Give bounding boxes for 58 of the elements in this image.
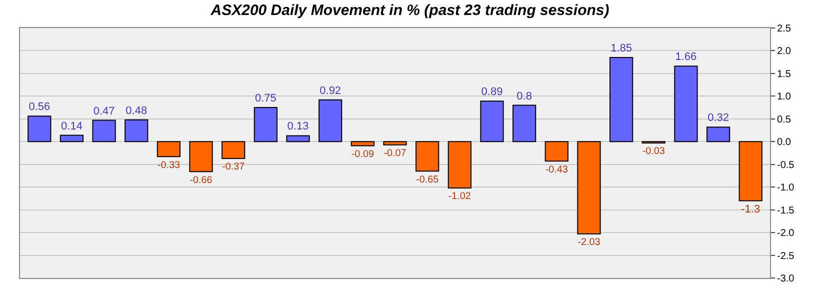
y-tick-label: 2.0 [777, 46, 792, 58]
bar [544, 141, 568, 162]
data-label: -0.37 [222, 162, 246, 173]
y-tick-label: 2.5 [777, 24, 792, 34]
data-label: 1.66 [675, 51, 697, 64]
bar [124, 119, 148, 142]
data-label: 0.14 [61, 120, 82, 132]
bar [383, 141, 407, 146]
data-label: -0.65 [416, 174, 440, 186]
chart-title: ASX200 Daily Movement in % (past 23 trading sessions) [210, 2, 610, 19]
y-tick-label: -2.0 [777, 228, 795, 240]
bar [738, 141, 762, 202]
bar [706, 126, 730, 142]
bar [28, 116, 52, 142]
data-label: 0.56 [28, 101, 50, 114]
bar [156, 141, 181, 158]
bar [448, 141, 472, 188]
data-label: -0.33 [157, 160, 180, 171]
data-label: -2.03 [578, 237, 601, 248]
bar [609, 57, 634, 142]
bar [254, 107, 278, 142]
bar [674, 66, 698, 142]
data-label: -0.43 [545, 164, 568, 176]
data-label: -0.66 [190, 174, 213, 186]
bar [222, 141, 246, 159]
data-label: -0.09 [351, 148, 374, 160]
y-tick-label: -1.5 [777, 205, 795, 216]
data-label: 0.8 [516, 90, 532, 102]
data-label: 0.75 [254, 92, 276, 105]
data-label: 0.32 [708, 112, 729, 124]
bar [480, 100, 504, 142]
bar [512, 104, 536, 142]
y-tick-label: -2.5 [777, 250, 795, 262]
data-label: 0.89 [481, 86, 503, 98]
bar [577, 141, 601, 234]
y-tick-label: 0.5 [777, 114, 792, 126]
bar [318, 99, 342, 142]
bar [60, 134, 84, 142]
y-tick-label: -3.0 [777, 274, 795, 284]
data-label: 0.92 [320, 84, 342, 97]
bar [189, 141, 213, 172]
data-label: 0.47 [93, 105, 115, 118]
y-tick-label: -1.0 [777, 182, 795, 194]
data-label: 0.48 [126, 104, 148, 117]
bar [416, 141, 440, 172]
y-tick-label: 1.5 [777, 68, 792, 80]
y-tick-label: 0.0 [777, 137, 792, 148]
bar [286, 135, 310, 142]
data-label: -0.07 [384, 148, 407, 159]
bar [350, 141, 374, 146]
data-label: -1.3 [741, 204, 760, 216]
y-tick-label: 1.0 [777, 92, 792, 103]
data-label: -1.02 [448, 191, 472, 202]
data-label: 1.85 [610, 42, 632, 55]
bar [92, 120, 116, 142]
data-label: 0.13 [287, 120, 309, 133]
y-tick-label: -0.5 [777, 160, 795, 171]
data-label: -0.03 [642, 146, 666, 158]
